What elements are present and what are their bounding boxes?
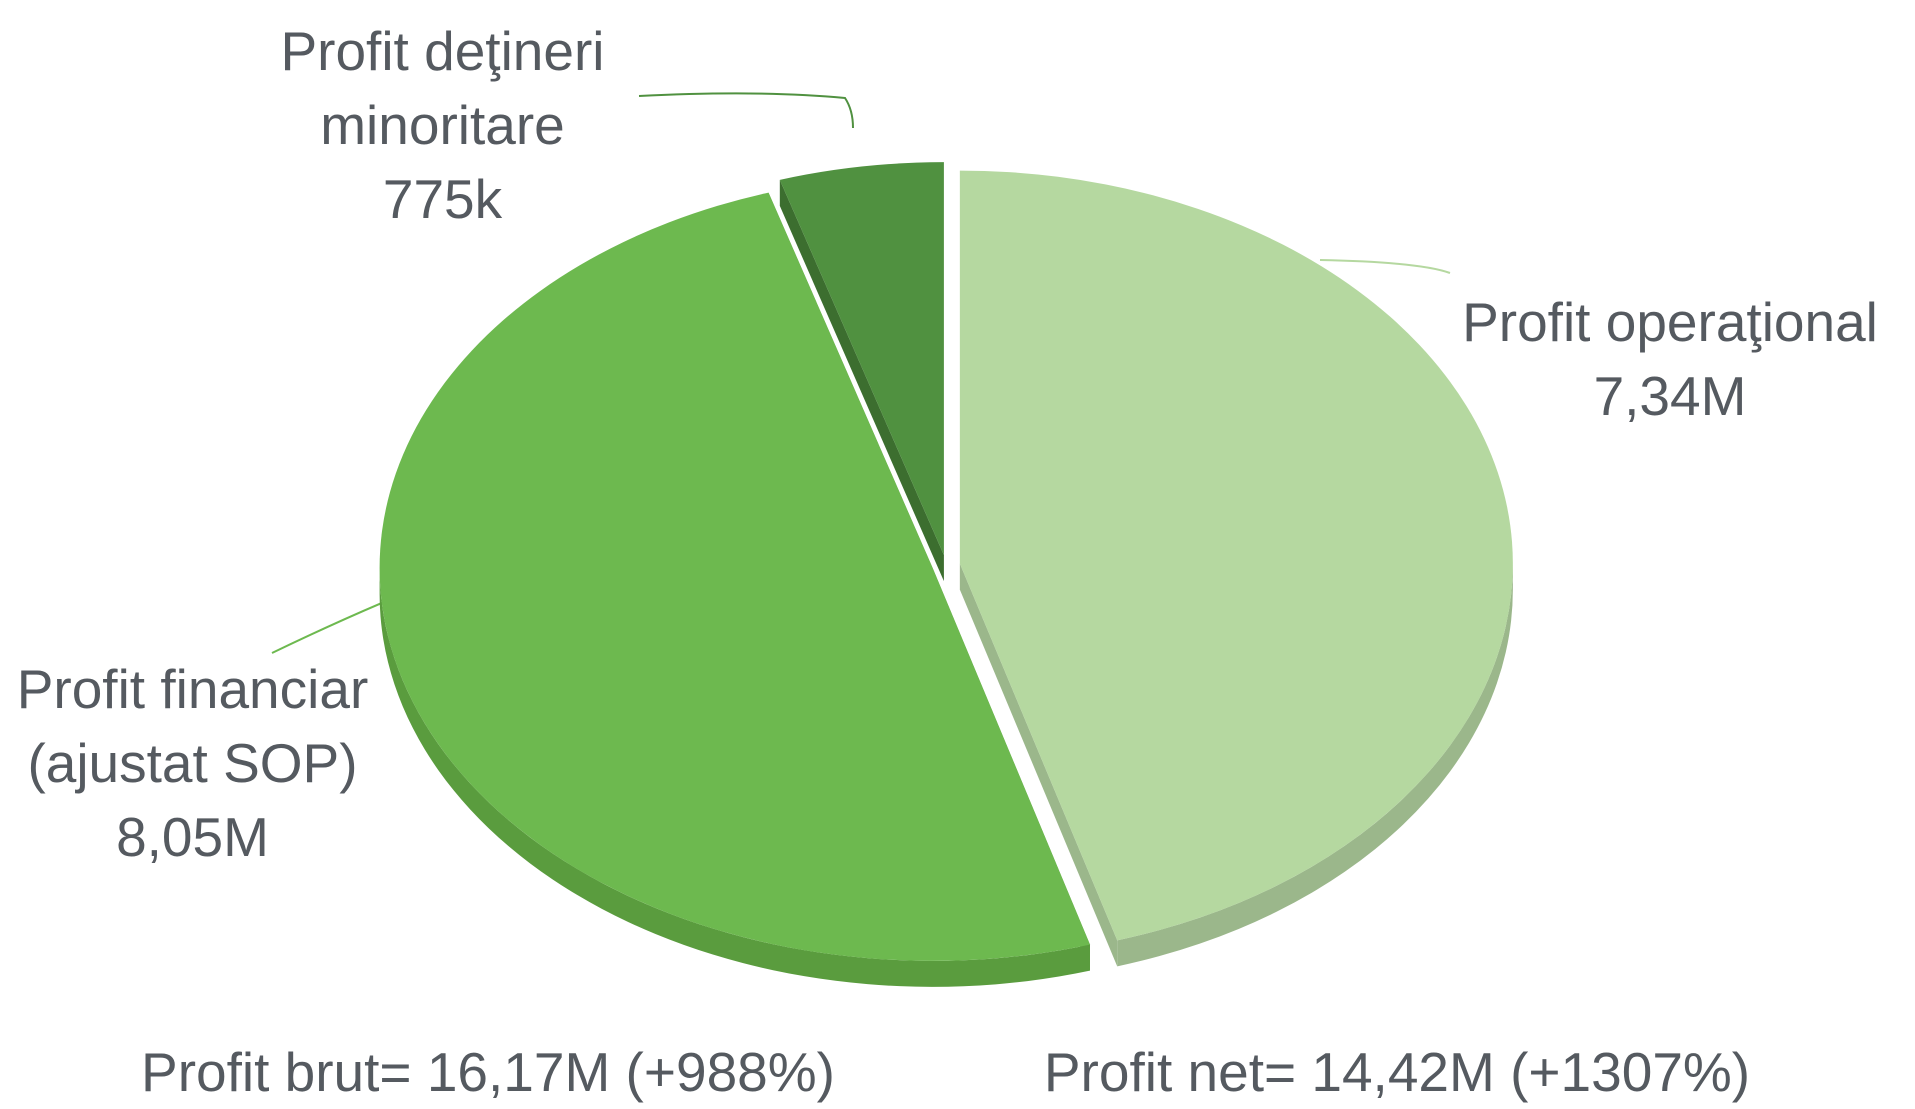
slice-side (379, 567, 1090, 987)
slice-wall (959, 563, 1118, 967)
slice-wall (779, 179, 944, 582)
category-label: Profit deţineri minoritare (280, 20, 605, 156)
slice (959, 170, 1513, 941)
slice (779, 162, 944, 556)
value-label: 775k (382, 168, 503, 230)
leader-line (1319, 259, 1451, 274)
leader-line (638, 92, 854, 129)
slice-label: Profit operaţional 7,34M (1410, 285, 1915, 433)
annotation: Profit brut= 16,17M (+988%) (141, 1041, 835, 1103)
annotation: Profit net= 14,42M (+1307%) (1043, 1041, 1751, 1103)
slice (379, 192, 1090, 961)
slice-label: Profit financiar (ajustat SOP) 8,05M (0, 652, 385, 874)
slice-label: Profit deţineri minoritare 775k (250, 14, 635, 236)
category-label: Profit financiar (ajustat SOP) (16, 658, 369, 794)
slice-side (1117, 563, 1513, 967)
category-label: Profit operaţional (1462, 291, 1878, 353)
value-label: 8,05M (116, 806, 269, 868)
leader-line (271, 601, 385, 654)
value-label: 7,34M (1593, 365, 1747, 427)
